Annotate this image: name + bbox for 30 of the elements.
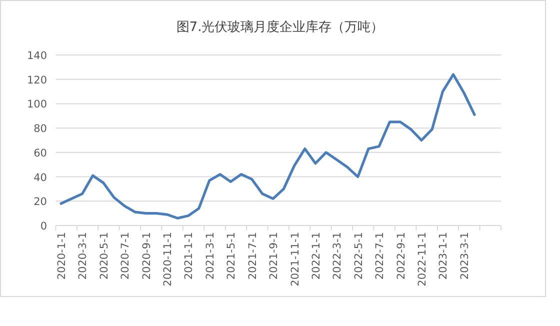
x-tick-label: 2022-11-1 — [416, 232, 428, 286]
y-tick-label: 80 — [34, 123, 47, 136]
x-tick-label: 2021-9-1 — [268, 232, 280, 280]
x-tick-label: 2020-7-1 — [120, 232, 132, 280]
x-tick-label: 2023-3-1 — [458, 232, 471, 280]
line-series — [60, 73, 476, 220]
x-tick-label: 2020-9-1 — [140, 232, 153, 280]
y-tick-label: 120 — [26, 74, 47, 86]
x-tick-label: 2020-5-1 — [98, 232, 110, 280]
x-tick-label: 2020-1-1 — [56, 232, 68, 280]
y-tick-label: 140 — [26, 50, 47, 62]
y-tick-label: 60 — [34, 147, 47, 160]
x-tick-label: 2022-1-1 — [310, 232, 322, 280]
x-tick-label: 2023-1-1 — [438, 232, 450, 280]
x-tick-label: 2021-1-1 — [183, 232, 196, 280]
x-tick-label: 2022-5-1 — [352, 232, 365, 280]
x-tick-label: 2020-11-1 — [162, 232, 174, 286]
x-tick-label: 2021-7-1 — [246, 232, 259, 280]
x-tick-label: 2022-7-1 — [374, 232, 386, 280]
x-tick-label: 2020-3-1 — [77, 232, 90, 280]
y-tick-label: 20 — [34, 196, 47, 208]
y-tick-label: 40 — [34, 172, 47, 184]
x-tick-label: 2021-11-1 — [289, 232, 302, 286]
x-tick-label: 2021-5-1 — [226, 232, 238, 280]
x-tick-label: 2022-9-1 — [395, 232, 408, 280]
chart-title: 图7.光伏玻璃月度企业库存（万吨） — [176, 19, 384, 35]
x-tick-label: 2022-3-1 — [332, 232, 344, 280]
x-tick-label: 2021-3-1 — [204, 232, 216, 280]
y-tick-label: 100 — [26, 98, 47, 111]
y-tick-label: 0 — [40, 220, 47, 232]
